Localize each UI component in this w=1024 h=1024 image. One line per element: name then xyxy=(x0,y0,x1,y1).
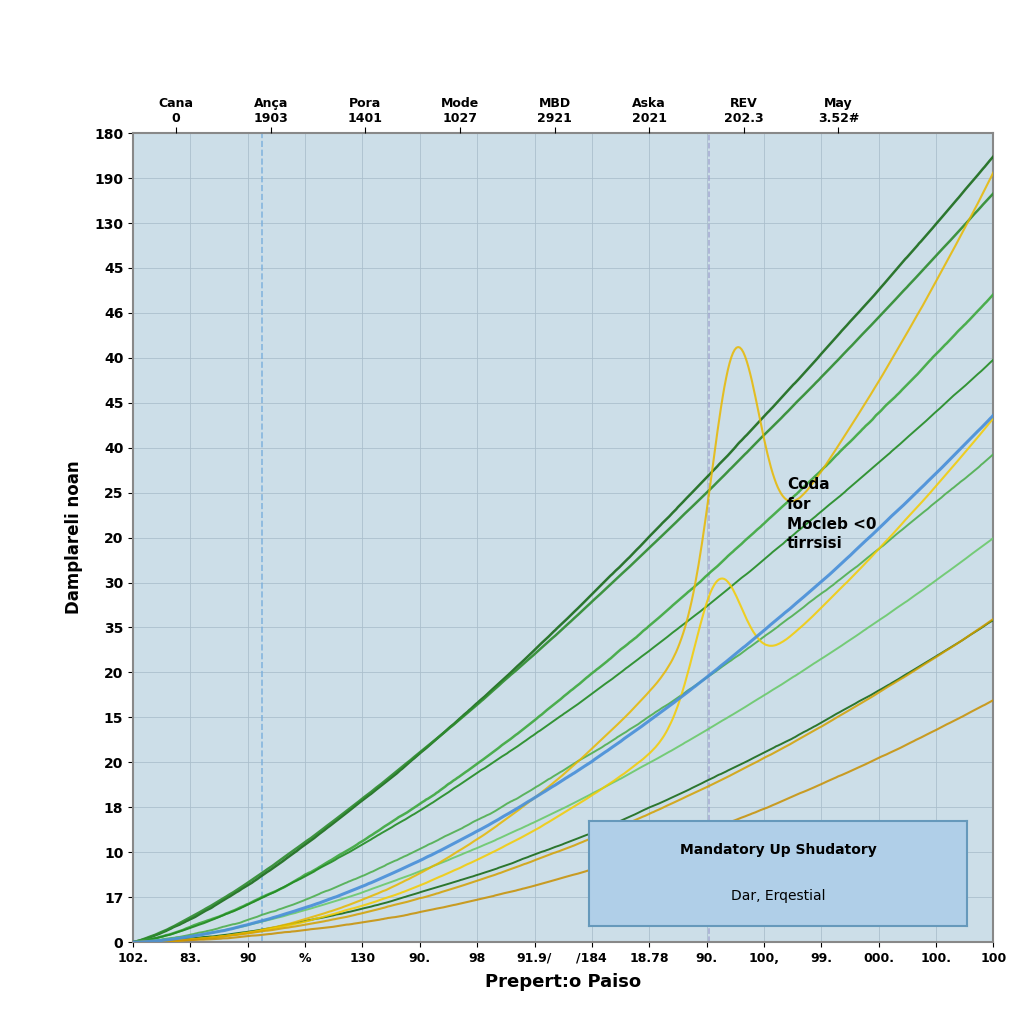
X-axis label: Prepert:o Paiso: Prepert:o Paiso xyxy=(485,973,641,991)
Y-axis label: Damplareli noan: Damplareli noan xyxy=(66,461,83,614)
Text: ⓩⓣⓢ: EMPLEMENT. DEERCH LECTOLTOY.: ⓩⓣⓢ: EMPLEMENT. DEERCH LECTOLTOY. xyxy=(319,75,705,93)
Text: .EDEIO DRGUNS AD BY CAR COMPLIANCE. AND: .EDEIO DRGUNS AD BY CAR COMPLIANCE. AND xyxy=(203,18,821,42)
Text: Coda
for
Mocleb <0
tirrsisi: Coda for Mocleb <0 tirrsisi xyxy=(786,477,877,551)
